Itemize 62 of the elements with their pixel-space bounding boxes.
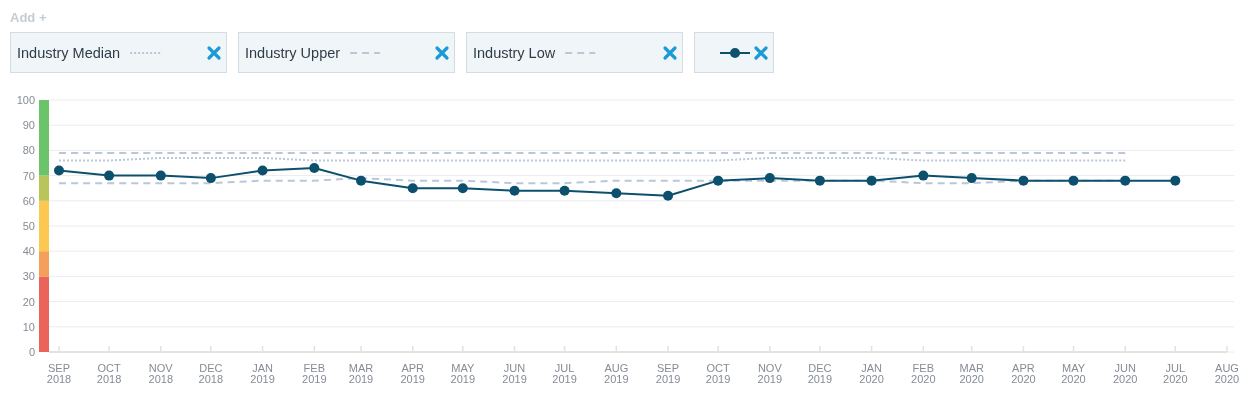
point <box>104 170 115 181</box>
point <box>509 185 520 196</box>
x-tick-label: AUG 2019 <box>604 362 629 385</box>
y-tick-label: 100 <box>16 94 35 106</box>
y-tick-label: 20 <box>22 295 35 308</box>
x-tick-label: JUN 2019 <box>502 362 527 385</box>
point <box>1018 175 1029 186</box>
y-tick-label: 60 <box>22 194 35 207</box>
y-tick-label: 0 <box>28 346 35 358</box>
x-tick-label: SEP 2019 <box>655 362 681 385</box>
x-tick-label: MAY 2019 <box>450 362 476 385</box>
x-tick-label: JUN 2020 <box>1112 362 1138 385</box>
x-tick-label: MAR 2020 <box>959 362 984 385</box>
x-tick-label: JAN 2019 <box>250 362 275 385</box>
point <box>309 163 320 174</box>
point <box>1068 175 1079 186</box>
y-tick-label: 80 <box>22 144 35 157</box>
text: Add + <box>10 10 47 25</box>
point <box>866 175 877 186</box>
x-tick-label: FEB 2019 <box>302 362 327 385</box>
y-tick-label: 90 <box>22 119 35 132</box>
point <box>713 175 724 186</box>
x-tick-label: OCT 2019 <box>705 362 731 385</box>
point <box>457 183 468 194</box>
x-tick-label: MAR 2019 <box>348 362 374 385</box>
x-tick-label: DEC 2018 <box>198 362 224 385</box>
y-tick-label: 30 <box>22 270 35 283</box>
point <box>407 183 418 194</box>
x-tick-label: NOV 2018 <box>148 362 174 385</box>
y-tick-label: 70 <box>22 169 35 182</box>
point <box>814 175 825 186</box>
legend-label: Industry Upper <box>245 45 341 61</box>
point <box>1120 175 1131 186</box>
point <box>764 173 775 184</box>
point <box>356 175 367 186</box>
point <box>966 173 977 184</box>
x-tick-label: DEC 2019 <box>807 362 833 385</box>
x-tick-label: JUL 2019 <box>552 362 577 385</box>
point <box>611 188 622 199</box>
x-tick-label: NOV 2019 <box>757 362 783 385</box>
x-tick-label: MAY 2020 <box>1061 362 1086 385</box>
x-tick-label: APR 2019 <box>400 362 425 385</box>
x-tick-label: AUG 2020 <box>1214 362 1240 385</box>
point <box>155 170 166 181</box>
point <box>257 165 268 176</box>
x-tick-label: SEP 2018 <box>46 362 72 385</box>
y-tick-label: 50 <box>22 220 35 232</box>
x-tick-label: OCT 2018 <box>96 362 122 385</box>
point <box>918 170 929 181</box>
x-tick-label: APR 2020 <box>1011 362 1036 385</box>
y-tick-label: 40 <box>22 245 35 258</box>
point <box>663 190 674 201</box>
x-tick-label: JAN 2020 <box>859 362 884 385</box>
legend-label: Industry Median <box>17 45 121 61</box>
x-tick-label: JUL 2020 <box>1163 362 1188 385</box>
point <box>54 165 65 176</box>
legend-label: Industry Low <box>473 45 556 61</box>
y-tick-label: 10 <box>22 320 35 333</box>
point <box>559 185 570 196</box>
point <box>205 173 216 184</box>
point <box>1170 175 1181 186</box>
x-tick-label: FEB 2020 <box>911 362 936 385</box>
